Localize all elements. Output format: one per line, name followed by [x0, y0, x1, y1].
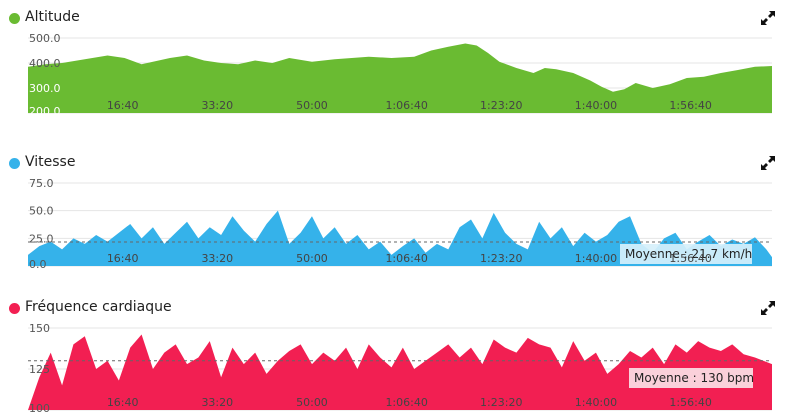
speed-panel: Vitesse Moyenne : 21.7 km/h 75.0 50.0 25.0 0…	[0, 153, 795, 271]
altitude-panel: Altitude 500.0 400.0 300.0 200.0 16:40 33:20 5…	[0, 8, 795, 120]
speed-x-tick-label: 1:40:00	[575, 252, 617, 265]
speed-legend-dot	[9, 158, 20, 169]
altitude-y-tick-label: 500.0	[29, 32, 61, 45]
altitude-x-tick-label: 50:00	[296, 99, 328, 112]
altitude-legend: Altitude	[0, 8, 795, 28]
expand-arrows-icon[interactable]	[760, 155, 776, 171]
altitude-area-series	[28, 43, 772, 113]
expand-arrows-icon[interactable]	[760, 10, 776, 26]
heart-rate-area-series	[28, 334, 772, 410]
heart-rate-y-tick-label: 125	[29, 363, 50, 376]
heart-rate-x-tick-label: 1:23:20	[480, 396, 522, 409]
altitude-y-tick-label: 200.0	[29, 105, 61, 118]
speed-x-tick-label: 16:40	[107, 252, 139, 265]
speed-y-tick-label: 75.0	[29, 177, 54, 190]
altitude-y-tick-label: 400.0	[29, 57, 61, 70]
heart-rate-average-box	[629, 368, 753, 388]
heart-rate-y-tick-label: 100	[29, 402, 50, 415]
altitude-x-tick-label: 1:40:00	[575, 99, 617, 112]
speed-x-tick-label: 50:00	[296, 252, 328, 265]
heart-rate-legend-dot	[9, 303, 20, 314]
altitude-legend-dot	[9, 13, 20, 24]
heart-rate-title: Fréquence cardiaque	[25, 299, 172, 315]
altitude-x-tick-label: 1:23:20	[480, 99, 522, 112]
speed-y-tick-label: 25.0	[29, 232, 54, 245]
speed-area-series	[28, 210, 772, 266]
speed-average-box	[620, 244, 752, 264]
heart-rate-legend: Fréquence cardiaque	[0, 298, 795, 318]
heart-rate-x-tick-label: 50:00	[296, 396, 328, 409]
speed-y-tick-label: 0.0	[29, 258, 47, 271]
speed-y-tick-label: 50.0	[29, 205, 54, 218]
heart-rate-chart: Moyenne : 130 bpm 150 125 100 16:40 33:20 50:0…	[28, 322, 772, 415]
heart-rate-x-tick-label: 33:20	[201, 396, 233, 409]
speed-chart: Moyenne : 21.7 km/h 75.0 50.0 25.0 0.0 16:40 3…	[28, 177, 772, 271]
speed-x-tick-label: 1:56:40	[669, 252, 711, 265]
altitude-title: Altitude	[25, 9, 80, 25]
altitude-x-tick-label: 33:20	[201, 99, 233, 112]
altitude-chart: 500.0 400.0 300.0 200.0 16:40 33:20 50:00 1:06:…	[28, 32, 772, 118]
heart-rate-x-tick-label: 1:40:00	[575, 396, 617, 409]
altitude-x-tick-label: 1:56:40	[669, 99, 711, 112]
speed-title: Vitesse	[25, 154, 76, 170]
expand-arrows-icon[interactable]	[760, 300, 776, 316]
speed-x-tick-label: 1:23:20	[480, 252, 522, 265]
speed-average-label: Moyenne : 21.7 km/h	[625, 247, 752, 261]
heart-rate-y-tick-label: 150	[29, 322, 50, 335]
heart-rate-panel: Fréquence cardiaque Moyenne : 130 bpm 150…	[0, 298, 795, 416]
heart-rate-average-label: Moyenne : 130 bpm	[634, 371, 754, 385]
altitude-x-tick-label: 16:40	[107, 99, 139, 112]
speed-legend: Vitesse	[0, 153, 795, 173]
speed-x-tick-label: 33:20	[201, 252, 233, 265]
speed-x-tick-label: 1:06:40	[385, 252, 427, 265]
heart-rate-x-tick-label: 1:06:40	[385, 396, 427, 409]
heart-rate-x-tick-label: 1:56:40	[669, 396, 711, 409]
altitude-y-tick-label: 300.0	[29, 82, 61, 95]
altitude-x-tick-label: 1:06:40	[385, 99, 427, 112]
heart-rate-x-tick-label: 16:40	[107, 396, 139, 409]
